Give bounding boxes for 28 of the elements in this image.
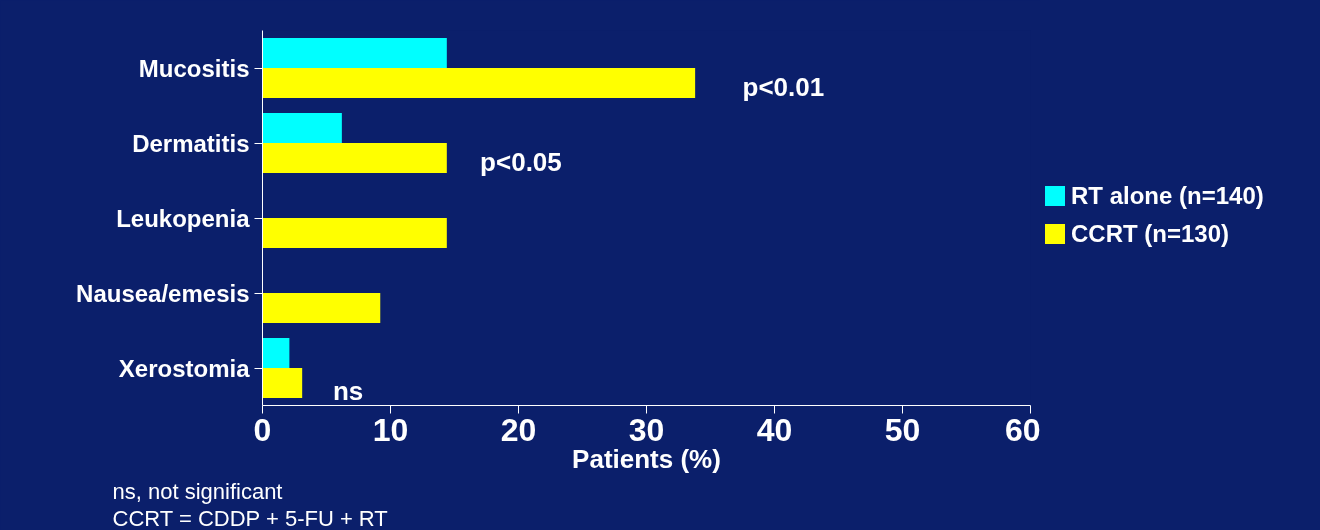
bar (262, 218, 447, 248)
legend-item: RT alone (n=140) (1045, 179, 1264, 214)
annotation: p<0.01 (742, 71, 825, 102)
x-tick-label: 40 (756, 411, 793, 448)
text: ns, not significant (112, 478, 283, 504)
bar (262, 338, 290, 368)
y-tick-label: Leukopenia (116, 204, 251, 232)
bar (262, 293, 381, 323)
legend-label: CCRT (n=130) (1071, 219, 1230, 250)
annotation: ns (332, 375, 364, 406)
y-tick-label: Dermatitis (132, 129, 250, 157)
bar (262, 38, 447, 68)
legend-item: CCRT (n=130) (1045, 217, 1264, 252)
y-tick-label: Mucositis (138, 54, 250, 82)
x-tick-label: 50 (884, 411, 921, 448)
annotation: p<0.05 (480, 146, 562, 177)
text: CCRT = CDDP + 5-FU + RT (112, 505, 388, 530)
bar (262, 368, 303, 398)
bar (262, 113, 342, 143)
y-tick-label: Xerostomia (118, 354, 251, 382)
legend-label: RT alone (n=140) (1071, 181, 1264, 211)
bar (262, 68, 696, 98)
x-tick-label: 20 (500, 411, 537, 448)
y-tick-label: Nausea/emesis (76, 279, 250, 307)
bar (262, 143, 447, 173)
x-tick-label: 0 (253, 411, 272, 448)
x-tick-label: 10 (372, 411, 409, 448)
x-tick-label: 60 (1004, 411, 1041, 448)
